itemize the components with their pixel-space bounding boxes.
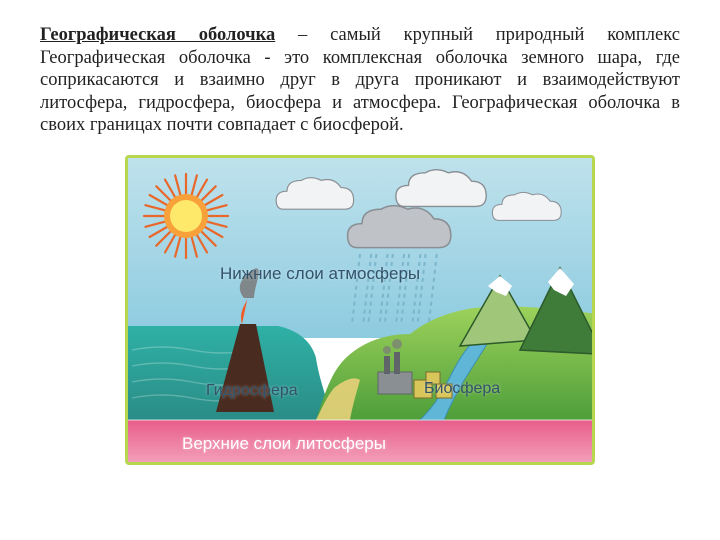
label-biosphere: Биосфера <box>424 380 500 398</box>
definition-heading: Географическая оболочка <box>40 25 275 45</box>
label-hydrosphere: Гидросфера <box>206 382 298 400</box>
label-atmosphere: Нижние слои атмосферы <box>220 264 420 284</box>
geographic-envelope-diagram: Нижние слои атмосферы Гидросфера Биосфера В… <box>125 155 595 465</box>
label-lithosphere: Верхние слои литосферы <box>182 434 386 454</box>
definition-paragraph: Географическая оболочка – самый крупный … <box>40 24 680 137</box>
diagram-svg <box>128 158 595 465</box>
